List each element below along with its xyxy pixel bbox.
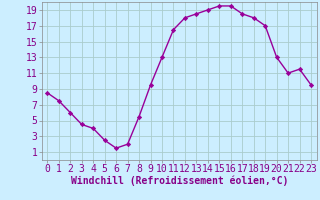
X-axis label: Windchill (Refroidissement éolien,°C): Windchill (Refroidissement éolien,°C) bbox=[70, 176, 288, 186]
